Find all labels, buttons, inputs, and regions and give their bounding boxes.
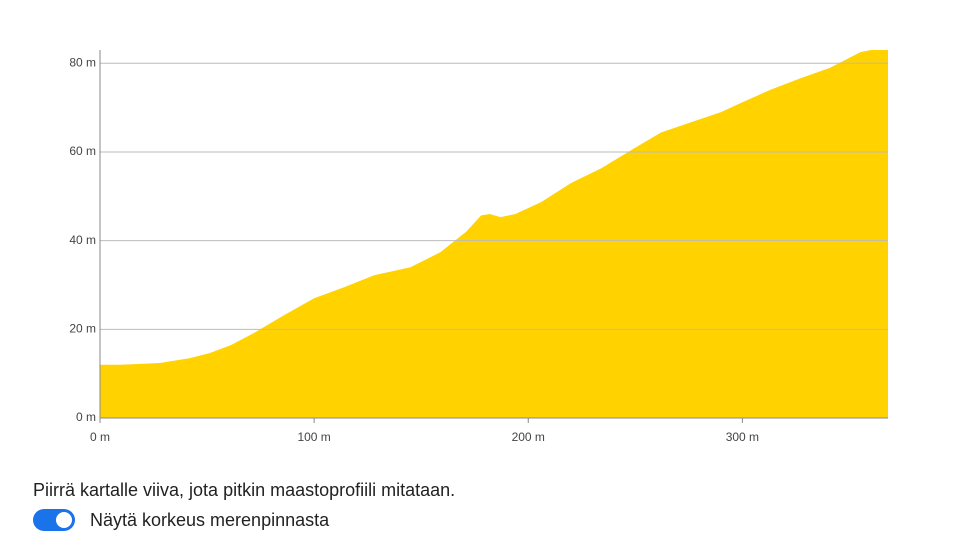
- y-tick-label: 40 m: [69, 233, 96, 247]
- toggle-label[interactable]: Näytä korkeus merenpinnasta: [90, 510, 330, 530]
- y-tick-label: 80 m: [69, 55, 96, 69]
- elevation-area: [100, 50, 888, 418]
- chart: 0 m 20 m 40 m 60 m 80 m 0 m 100 m 200 m 300 m: [69, 50, 888, 444]
- x-tick-label: 300 m: [726, 430, 759, 444]
- toggle-switch[interactable]: [33, 509, 75, 531]
- y-tick-label: 20 m: [69, 321, 96, 335]
- x-tick-label: 100 m: [297, 430, 330, 444]
- x-tick-label: 0 m: [90, 430, 110, 444]
- y-tick-label: 60 m: [69, 144, 96, 158]
- y-tick-label: 0 m: [76, 410, 96, 424]
- x-tick-label: 200 m: [512, 430, 545, 444]
- instruction: Piirrä kartalle viiva, jota pitkin maast…: [33, 480, 456, 500]
- toggle-knob: [56, 512, 72, 528]
